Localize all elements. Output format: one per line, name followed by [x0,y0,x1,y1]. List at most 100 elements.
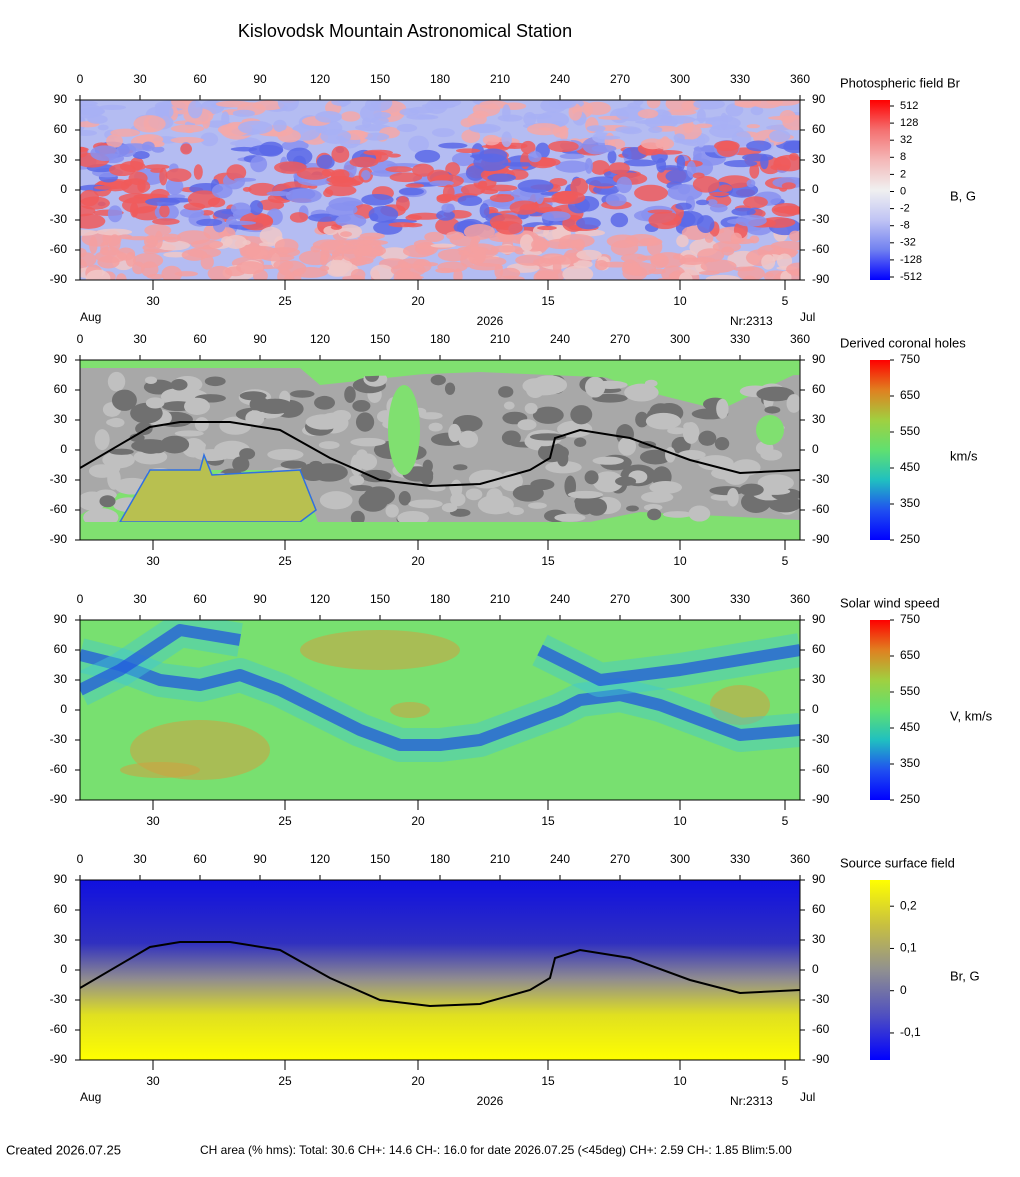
map-texture [481,144,517,149]
map-texture [307,213,340,222]
map-texture [531,238,550,251]
map-texture [331,100,351,106]
map-texture [99,495,116,508]
map-texture [487,173,516,182]
map-texture [296,167,332,180]
map-texture [239,391,267,401]
map-texture [586,498,607,516]
map-texture [618,436,637,456]
map-texture [549,445,569,461]
map-texture [616,176,632,194]
map-texture [318,441,340,450]
y-tick-label: 0 [60,962,67,976]
date-tick-label: 10 [673,1074,687,1088]
map-texture [357,453,378,471]
map-texture [574,437,587,448]
map-texture [608,162,630,175]
x-tick-label: 120 [310,592,330,606]
y-tick-label: 0 [812,442,819,456]
map-texture [289,270,302,280]
map-texture [132,261,145,275]
map-texture [170,124,205,133]
x-tick-label: 90 [253,852,267,866]
map-texture [359,232,385,240]
map-texture [430,374,446,386]
map-texture [80,522,800,540]
map-texture [698,430,717,446]
map-texture [249,200,264,216]
map-texture [676,234,689,248]
map-texture [686,160,697,178]
map-texture [630,262,640,268]
y-tick-label: -60 [50,242,68,256]
x-tick-label: 210 [490,72,510,86]
y-tick-label: 60 [812,642,826,656]
colorbar-tick-label: 550 [900,684,920,698]
map-texture [512,484,544,502]
map-texture [144,376,158,384]
map-texture [124,236,153,241]
map-texture [159,204,170,218]
map-texture [662,511,693,518]
colorbar-tick-label: 250 [900,792,920,806]
map-texture [431,100,458,104]
colorbar [870,880,890,1060]
map-texture [252,269,268,280]
map-texture [180,143,193,155]
map-texture [430,243,457,248]
y-tick-label: -60 [50,1022,68,1036]
y-tick-label: -60 [50,762,68,776]
map-texture [764,406,781,414]
map-texture [435,217,461,235]
map-texture [152,218,180,225]
map-texture [136,134,164,145]
map-texture [289,390,315,398]
map-texture [145,397,165,409]
y-tick-label: 0 [812,182,819,196]
map-texture [541,211,571,222]
x-tick-label: 60 [193,72,207,86]
date-tick-label: 20 [411,1074,425,1088]
map-texture [379,247,410,261]
map-texture [325,259,349,277]
y-tick-label: 60 [54,382,68,396]
map-texture [412,163,434,177]
map-texture [419,412,443,420]
map-texture [331,145,350,163]
map-texture [786,262,800,277]
map-texture [469,123,501,134]
colorbar-tick-label: 0 [900,983,907,997]
x-tick-label: 180 [430,852,450,866]
map-texture [743,196,768,209]
map-texture [610,212,629,228]
map-texture [277,129,301,143]
x-tick-label: 0 [77,592,84,606]
map-texture [100,241,109,254]
map-texture [363,486,395,506]
y-tick-label: -90 [812,272,830,286]
map-texture [451,152,476,167]
map-texture [80,129,98,137]
map-texture [489,233,516,243]
y-tick-label: 30 [812,672,826,686]
map-texture [683,422,694,431]
map-texture [479,203,490,219]
colorbar-unit: B, G [950,188,976,203]
map-texture [393,269,414,280]
y-tick-label: 0 [60,442,67,456]
y-tick-label: -60 [50,502,68,516]
map-texture [261,253,295,262]
date-tick-label: 20 [411,814,425,828]
map-texture [174,430,204,437]
map-texture [319,491,353,510]
map-texture [398,187,424,196]
map-texture [502,104,511,122]
map-texture [528,502,547,509]
map-texture [252,100,285,111]
map-texture [460,184,486,196]
map-texture [623,159,658,167]
map-texture [280,460,307,469]
y-tick-label: -30 [812,992,830,1006]
map-texture [340,111,361,122]
y-tick-label: 30 [812,152,826,166]
